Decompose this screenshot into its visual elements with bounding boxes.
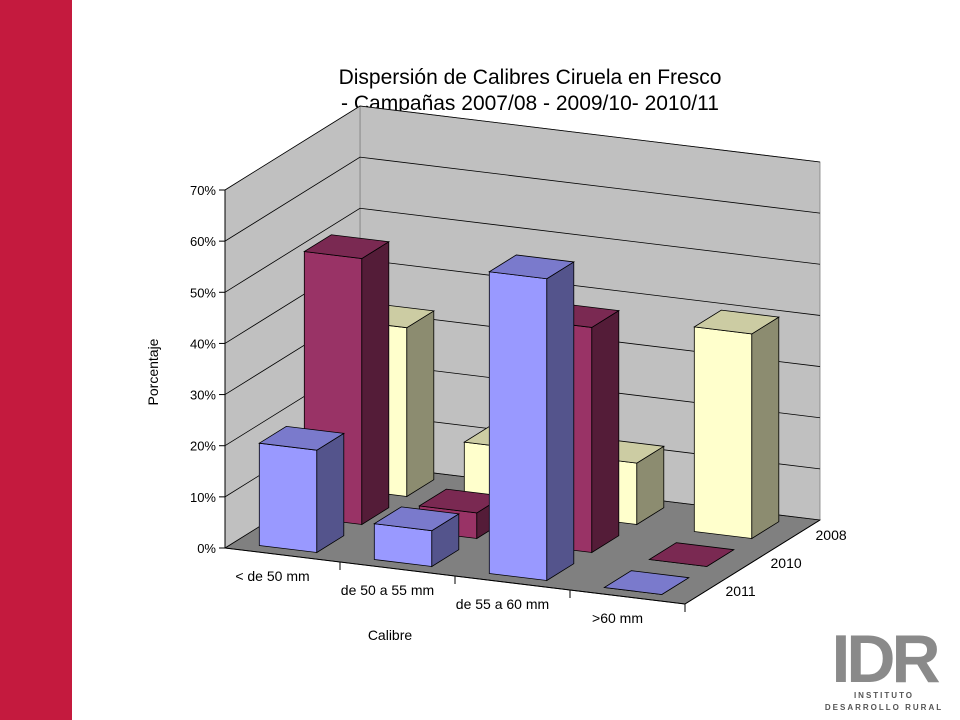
y-tick-label: 40%	[190, 336, 216, 351]
bar-side	[546, 261, 575, 582]
bar-side	[406, 310, 435, 498]
bar	[373, 506, 460, 568]
y-axis-title: Porcentaje	[145, 338, 161, 405]
x-tick-label: < de 50 mm	[235, 568, 309, 584]
legend-label: 2008	[816, 527, 847, 543]
bar	[648, 542, 735, 567]
bar-side	[751, 316, 780, 540]
bar-top	[488, 254, 575, 280]
y-tick-label: 0%	[197, 541, 216, 556]
bar-top	[693, 309, 780, 335]
legend-label: 2010	[771, 555, 802, 571]
y-tick-label: 30%	[190, 388, 216, 403]
bar	[693, 309, 780, 540]
bar-top	[373, 506, 460, 532]
y-tick-label: 20%	[190, 439, 216, 454]
side-band	[0, 0, 72, 720]
depth-axis	[684, 519, 821, 605]
grid-line	[224, 105, 821, 191]
bar-top	[648, 542, 735, 567]
grid-line	[224, 156, 821, 242]
bar-side	[316, 432, 345, 554]
bar-side	[361, 241, 390, 526]
bar-front	[488, 271, 548, 581]
y-tick-label: 70%	[190, 183, 216, 198]
bar-front	[373, 523, 433, 567]
logo-letters: IDR	[831, 621, 939, 697]
y-tick-label: 50%	[190, 285, 216, 300]
y-tick-label: 60%	[190, 234, 216, 249]
bar	[603, 570, 690, 595]
x-tick-label: de 50 a 55 mm	[341, 582, 434, 598]
logo: IDR INSTITUTO DESARROLLO RURAL	[825, 621, 944, 712]
chart-title: Dispersión de Calibres Ciruela en Fresco	[339, 66, 722, 89]
legend-label: 2011	[726, 583, 756, 599]
logo-line2: DESARROLLO RURAL	[825, 703, 943, 712]
bar	[258, 425, 345, 554]
x-axis-title: Calibre	[368, 627, 413, 643]
x-tick-label: >60 mm	[592, 610, 643, 626]
chart-subtitle: - Campañas 2007/08 - 2009/10- 2010/11	[341, 92, 719, 115]
bar	[488, 254, 575, 582]
grid-line	[224, 207, 821, 293]
bar-top	[303, 234, 390, 259]
y-tick-label: 10%	[190, 490, 216, 505]
logo-line1: INSTITUTO	[854, 691, 914, 700]
x-tick-label: de 55 a 60 mm	[456, 596, 549, 612]
bar-top	[603, 570, 690, 595]
bar-front	[258, 442, 318, 553]
bar-front	[693, 326, 753, 539]
bar-side	[591, 309, 620, 554]
bar-top	[258, 425, 345, 451]
